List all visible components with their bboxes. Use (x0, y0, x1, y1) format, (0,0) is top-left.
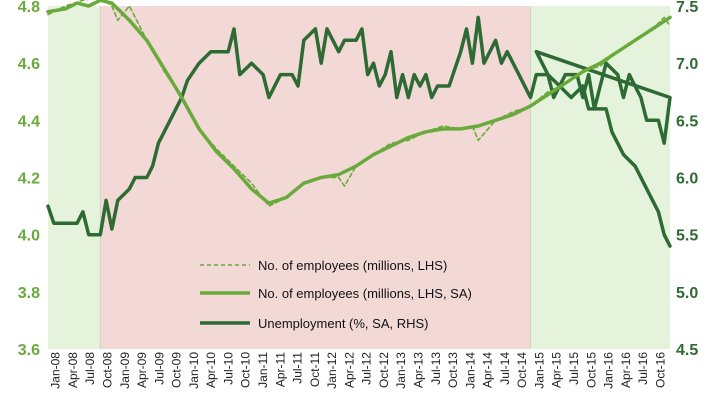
right-tick-label: 6.5 (676, 113, 698, 130)
right-tick-label: 7.0 (676, 56, 698, 73)
right-axis-tick-labels: 4.5 5.0 5.5 6.0 6.5 7.0 7.5 (676, 0, 698, 359)
x-tick-label: Jan-10 (187, 352, 201, 389)
x-tick-label: Jan-09 (118, 352, 132, 389)
left-tick-label: 4.8 (18, 0, 40, 16)
left-tick-label: 3.6 (18, 342, 40, 359)
x-tick-label: Jan-12 (325, 352, 339, 389)
x-tick-label: Apr-08 (66, 352, 80, 388)
x-tick-label: Jan-15 (532, 352, 546, 389)
x-tick-label: Jan-16 (602, 352, 616, 389)
shaded-periods (48, 6, 670, 349)
unemployment-line (46, 15, 672, 248)
x-tick-label: Jan-14 (463, 352, 477, 389)
x-tick-label: Jan-13 (394, 352, 408, 389)
left-tick-label: 4.0 (18, 228, 40, 245)
x-tick-label: Apr-10 (204, 352, 218, 388)
left-tick-label: 4.2 (18, 171, 40, 188)
series-lines (46, 0, 672, 248)
x-tick-label: Jul-08 (83, 352, 97, 385)
shaded-period-0 (48, 6, 101, 349)
x-tick-label: Jul-14 (498, 352, 512, 385)
x-tick-label: Jul-09 (152, 352, 166, 385)
legend: No. of employees (millions, LHS) No. of … (200, 258, 472, 331)
x-tick-label: Jul-15 (567, 352, 581, 385)
x-tick-label: Apr-12 (342, 352, 356, 388)
x-tick-label: Apr-14 (481, 352, 495, 388)
right-tick-label: 5.5 (676, 228, 698, 245)
x-tick-label: Apr-13 (411, 352, 425, 388)
x-tick-label: Oct-13 (446, 352, 460, 388)
x-tick-label: Jul-16 (636, 352, 650, 385)
right-tick-label: 5.0 (676, 285, 698, 302)
x-tick-label: Apr-16 (619, 352, 633, 388)
x-tick-label: Oct-16 (653, 352, 667, 388)
x-tick-label: Jan-11 (256, 352, 270, 388)
x-tick-label: Jan-08 (49, 352, 63, 389)
x-tick-label: Apr-15 (550, 352, 564, 388)
x-tick-label: Jul-11 (291, 352, 305, 384)
legend-label-unemployment: Unemployment (%, SA, RHS) (258, 316, 429, 331)
x-tick-label: Jul-10 (221, 352, 235, 385)
x-tick-label: Oct-11 (308, 352, 322, 387)
left-tick-label: 4.4 (18, 113, 40, 130)
left-tick-label: 3.8 (18, 285, 40, 302)
employees-sa-line (46, 0, 672, 205)
legend-label-employees-sa: No. of employees (millions, LHS, SA) (258, 286, 472, 301)
x-tick-label: Oct-14 (515, 352, 529, 388)
x-tick-label: Oct-10 (239, 352, 253, 388)
x-axis-tick-labels: Jan-08 Apr-08 Jul-08 Oct-08 Jan-09 Apr-09 Jul-… (49, 352, 668, 389)
right-tick-label: 4.5 (676, 342, 698, 359)
right-tick-label: 6.0 (676, 171, 698, 188)
x-tick-label: Oct-09 (170, 352, 184, 388)
x-tick-label: Oct-08 (100, 352, 114, 388)
x-tick-label: Oct-15 (584, 352, 598, 388)
x-tick-label: Oct-12 (377, 352, 391, 388)
left-axis-tick-labels: 3.6 3.8 4.0 4.2 4.4 4.6 4.8 (18, 0, 40, 359)
right-tick-label: 7.5 (676, 0, 698, 16)
x-tick-label: Apr-09 (135, 352, 149, 388)
legend-label-employees-nsa: No. of employees (millions, LHS) (258, 258, 447, 273)
left-tick-label: 4.6 (18, 56, 40, 73)
x-tick-label: Apr-11 (273, 352, 287, 387)
shaded-period-1 (100, 6, 531, 349)
x-tick-label: Jul-12 (360, 352, 374, 385)
x-tick-label: Jul-13 (429, 352, 443, 385)
